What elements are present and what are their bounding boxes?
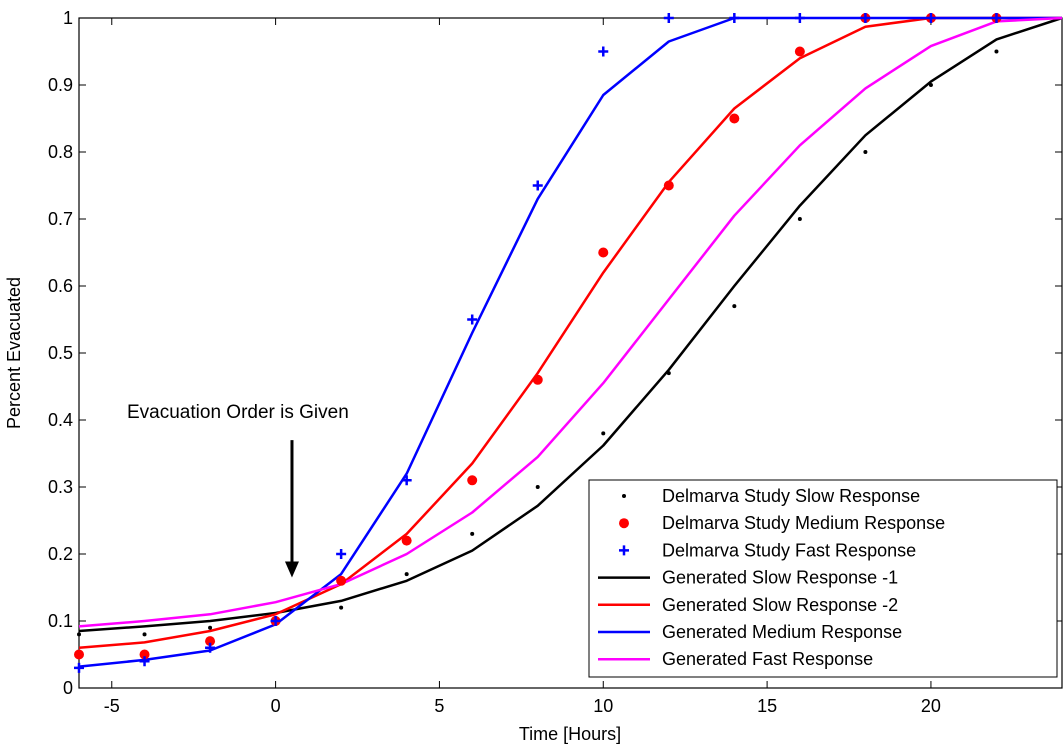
y-tick-label: 0.2 — [48, 544, 73, 564]
legend-marker — [622, 494, 626, 498]
y-tick-label: 0.8 — [48, 142, 73, 162]
y-tick-label: 0.1 — [48, 611, 73, 631]
data-point-1 — [532, 374, 543, 385]
y-tick-label: 0.5 — [48, 343, 73, 363]
x-tick-label: 10 — [593, 696, 613, 716]
series-lines — [78, 16, 1063, 668]
data-point-2 — [270, 616, 281, 626]
data-point-2 — [467, 314, 478, 325]
series-line-4 — [78, 16, 1062, 650]
y-axis-ticks: 0 0.1 0.2 0.3 0.4 0.5 0.6 0.7 0.8 0.9 1 — [48, 8, 1062, 698]
legend-label: Generated Slow Response -1 — [662, 568, 898, 588]
data-point-0 — [797, 217, 802, 221]
data-point-0 — [928, 83, 933, 87]
data-point-0 — [732, 304, 737, 309]
data-point-0 — [404, 572, 409, 577]
data-point-0 — [470, 531, 475, 536]
y-tick-label: 1 — [63, 8, 73, 28]
data-point-2 — [991, 13, 1002, 23]
data-point-1 — [401, 535, 412, 546]
data-point-2 — [860, 13, 871, 23]
series-markers — [74, 13, 1002, 673]
data-point-2 — [598, 46, 609, 57]
legend-box — [588, 479, 1058, 678]
legend-label: Generated Medium Response — [662, 622, 902, 642]
y-tick-label: 0.7 — [48, 209, 73, 229]
data-point-0 — [863, 150, 868, 154]
legend-label: Generated Fast Response — [662, 649, 873, 669]
data-point-2 — [401, 475, 412, 486]
legend-label: Generated Slow Response -2 — [662, 595, 898, 615]
legend-marker — [619, 545, 629, 556]
legend: Delmarva Study Slow Response Delmarva Stu… — [588, 479, 1058, 678]
annotation-arrow-head — [284, 561, 299, 578]
series-line-5 — [78, 16, 1062, 668]
legend-label: Delmarva Study Fast Response — [662, 540, 916, 560]
annotation-arrow — [284, 440, 299, 578]
y-axis-label: Percent Evacuated — [4, 277, 24, 429]
data-point-1 — [74, 649, 84, 660]
data-point-2 — [336, 549, 347, 559]
data-point-2 — [139, 656, 150, 667]
series-line-6 — [78, 16, 1063, 628]
data-point-0 — [339, 605, 344, 610]
data-point-2 — [205, 642, 216, 653]
data-point-1 — [139, 649, 150, 660]
data-point-1 — [794, 46, 805, 57]
x-tick-label: 20 — [921, 696, 941, 716]
y-tick-label: 0.3 — [48, 477, 73, 497]
annotation-text: Evacuation Order is Given — [127, 402, 349, 423]
data-point-2 — [729, 13, 740, 23]
y-tick-label: 0.4 — [48, 410, 73, 430]
data-point-0 — [77, 632, 81, 637]
y-tick-label: 0 — [63, 678, 73, 698]
x-tick-label: 0 — [271, 696, 281, 716]
legend-label: Delmarva Study Medium Response — [662, 513, 945, 533]
data-point-2 — [74, 662, 84, 673]
data-point-1 — [598, 247, 609, 258]
data-point-0 — [208, 625, 213, 630]
data-point-0 — [601, 431, 606, 436]
data-point-2 — [794, 13, 805, 23]
data-point-1 — [336, 575, 347, 586]
data-point-0 — [994, 49, 999, 54]
data-point-2 — [663, 13, 674, 23]
legend-marker — [619, 518, 629, 529]
data-point-0 — [142, 632, 147, 637]
x-axis-ticks: -5 0 5 10 15 20 — [104, 18, 941, 716]
data-point-1 — [467, 475, 478, 486]
y-tick-label: 0.9 — [48, 75, 73, 95]
y-tick-label: 0.6 — [48, 276, 73, 296]
legend-label: Delmarva Study Slow Response — [662, 486, 920, 506]
data-point-1 — [663, 180, 674, 191]
data-point-2 — [925, 13, 936, 23]
x-tick-label: -5 — [104, 696, 120, 716]
data-point-2 — [532, 180, 543, 191]
data-point-0 — [666, 371, 671, 376]
series-line-3 — [78, 16, 1063, 633]
data-point-1 — [729, 113, 740, 124]
x-axis-label: Time [Hours] — [519, 724, 621, 744]
x-tick-label: 5 — [434, 696, 444, 716]
x-tick-label: 15 — [757, 696, 777, 716]
data-point-1 — [205, 636, 216, 647]
data-point-0 — [535, 485, 540, 489]
